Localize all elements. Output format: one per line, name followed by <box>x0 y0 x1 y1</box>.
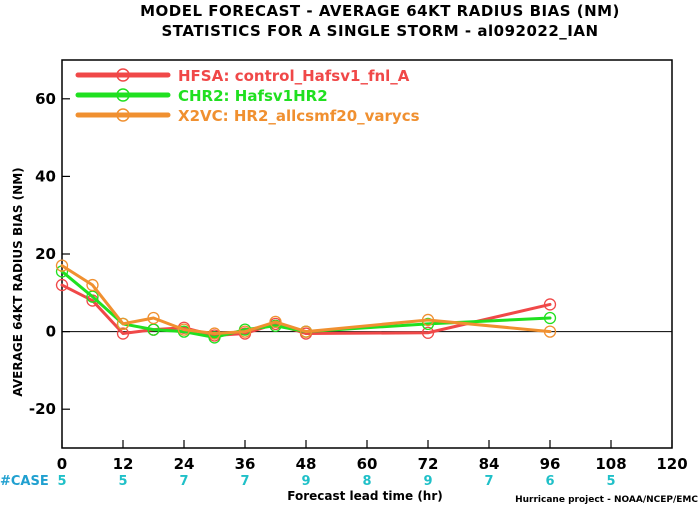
case-count: 9 <box>423 474 432 489</box>
series-2-point <box>421 317 435 330</box>
x-tick-label: 12 <box>113 455 134 473</box>
credit-text: Hurricane project - NOAA/NCEP/EMC <box>515 495 698 505</box>
series-3-point <box>116 317 130 330</box>
chart-title: MODEL FORECAST - AVERAGE 64KT RADIUS BIA… <box>140 2 620 20</box>
x-tick-label: 120 <box>656 455 687 473</box>
legend-entry-label: HFSA: control_Hafsv1_fnl_A <box>178 67 410 85</box>
y-tick-label: 40 <box>35 167 56 185</box>
series-3-point <box>238 325 252 338</box>
y-tick-label: -20 <box>29 400 56 418</box>
series-3-point <box>147 311 160 325</box>
x-tick-label: 36 <box>235 455 256 473</box>
series-3-point <box>177 323 191 336</box>
series-3-point <box>86 278 99 292</box>
legend-swatch-marker <box>116 88 130 102</box>
series-2-point <box>269 319 282 332</box>
series-3-point <box>208 327 221 340</box>
case-count: 7 <box>179 474 188 489</box>
series-1-point <box>421 326 435 339</box>
case-count: 5 <box>606 474 615 489</box>
y-tick-label: 20 <box>35 245 56 263</box>
case-count: 5 <box>57 474 66 489</box>
y-tick-label: 60 <box>35 90 56 108</box>
x-tick-label: 0 <box>57 455 67 473</box>
series-1-point <box>543 298 557 311</box>
series-3-point <box>543 325 557 338</box>
y-tick-label: 0 <box>46 323 56 341</box>
legend-entry-label: X2VC: HR2_allcsmf20_varycs <box>178 107 420 125</box>
series-line-1 <box>60 283 552 337</box>
case-count: 7 <box>240 474 249 489</box>
series-1-point <box>55 278 69 292</box>
x-tick-label: 24 <box>174 455 195 473</box>
x-tick-label: 48 <box>296 455 317 473</box>
case-label: #CASE <box>0 474 49 489</box>
chart-subtitle: STATISTICS FOR A SINGLE STORM - al092022… <box>162 22 599 40</box>
legend: HFSA: control_Hafsv1_fnl_A CHR2: Hafsv1HR… <box>75 67 420 125</box>
case-count: 6 <box>545 474 554 489</box>
y-axis-label: AVERAGE 64KT RADIUS BIAS (NM) <box>11 167 25 396</box>
case-count: 8 <box>362 474 371 489</box>
series-3-point <box>269 315 282 329</box>
case-count: 9 <box>301 474 310 489</box>
x-tick-label: 84 <box>479 455 500 473</box>
x-tick-label: 72 <box>418 455 439 473</box>
series-1-point <box>116 327 130 340</box>
case-count: 7 <box>484 474 493 489</box>
series-3-point <box>55 259 69 272</box>
series-2-point <box>208 331 221 344</box>
x-tick-label: 60 <box>357 455 378 473</box>
x-tick-label: 108 <box>595 455 626 473</box>
x-tick-label: 96 <box>540 455 561 473</box>
legend-entry-label: CHR2: Hafsv1HR2 <box>178 87 328 105</box>
legend-swatch-marker <box>116 108 130 122</box>
series-3-point <box>299 325 313 338</box>
legend-swatch-marker <box>116 68 130 82</box>
case-count: 5 <box>118 474 127 489</box>
series-2-point <box>543 311 557 325</box>
series-3-point <box>421 313 435 327</box>
x-axis-label: Forecast lead time (hr) <box>287 489 443 503</box>
series-line-3 <box>60 264 552 336</box>
